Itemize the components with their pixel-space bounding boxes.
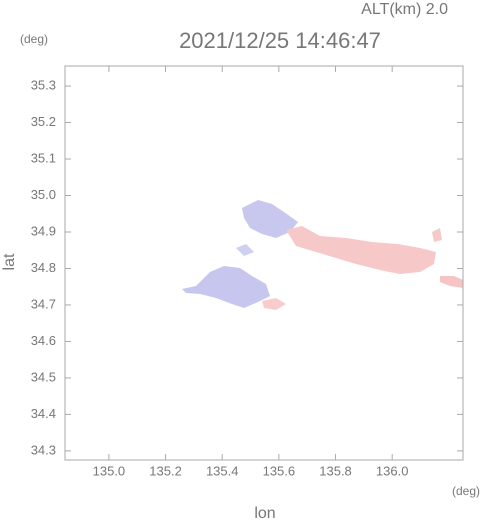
echo-pink — [432, 228, 442, 242]
x-tick-label: 135.6 — [263, 463, 296, 478]
y-tick-label: 34.7 — [31, 296, 56, 311]
y-tick-label: 34.9 — [31, 223, 56, 238]
y-tick-label: 34.3 — [31, 442, 56, 457]
echo-pink — [262, 298, 286, 310]
y-tick-label: 34.6 — [31, 333, 56, 348]
x-axis-label: lon — [254, 505, 275, 521]
y-axis-label: lat — [1, 253, 18, 270]
echo-pink — [286, 226, 436, 274]
y-tick-label: 34.8 — [31, 260, 56, 275]
x-tick-label: 135.4 — [206, 463, 239, 478]
echo-blue — [236, 244, 254, 256]
chart-title: 2021/12/25 14:46:47 — [179, 28, 381, 53]
y-tick-label: 35.2 — [31, 114, 56, 129]
y-tick-label: 35.3 — [31, 78, 56, 93]
echo-blue — [242, 200, 298, 238]
y-unit: (deg) — [20, 32, 48, 46]
altitude-label: ALT(km) 2.0 — [361, 1, 448, 18]
echo-field — [182, 200, 463, 310]
echo-pink — [440, 276, 463, 288]
y-tick-label: 34.5 — [31, 369, 56, 384]
plot-frame — [64, 65, 464, 461]
y-tick-label: 35.0 — [31, 187, 56, 202]
x-tick-label: 135.8 — [319, 463, 352, 478]
x-tick-label: 135.0 — [93, 463, 126, 478]
echo-blue — [182, 266, 270, 308]
x-unit: (deg) — [452, 484, 480, 498]
y-tick-label: 35.1 — [31, 150, 56, 165]
y-tick-label: 34.4 — [31, 406, 56, 421]
x-tick-label: 135.2 — [149, 463, 182, 478]
x-tick-label: 136.0 — [376, 463, 409, 478]
